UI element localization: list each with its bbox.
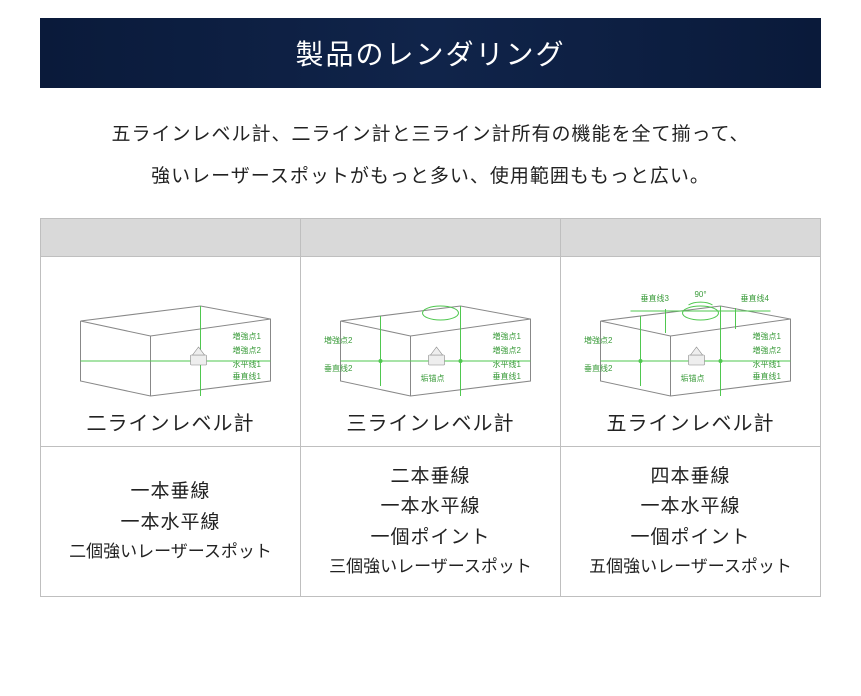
diagram-label: 垂直线4 xyxy=(741,293,770,303)
diagram-title-2line: 二ラインレベル計 xyxy=(41,407,300,436)
diagram-label: 増強点1 xyxy=(753,331,782,341)
spec-cell-5line: 四本垂線 一本水平線 一個ポイント 五個強いレーザースポット xyxy=(561,447,821,597)
spec-line: 一本垂線 xyxy=(130,477,210,507)
header-title: 製品のレンダリング xyxy=(295,33,565,73)
table-header-cell xyxy=(561,219,821,257)
diagram-label: 水平线1 xyxy=(233,359,262,369)
spec-line: 一本水平線 xyxy=(380,492,480,522)
diagram-cell-5line: 垂直线3 垂直线4 90° 増強点2 垂直线2 増強点1 増強点2 水平线1 垂… xyxy=(561,257,821,447)
comparison-table: 増強点1 増強点2 水平线1 垂直线1 二ラインレベル計 xyxy=(40,218,821,597)
spec-cell-2line: 一本垂線 一本水平線 二個強いレーザースポット xyxy=(41,447,301,597)
diagram-label: 垂直线2 xyxy=(324,363,353,373)
diagram-2line: 増強点1 増強点2 水平线1 垂直线1 xyxy=(45,261,296,411)
diagram-label: 増強点2 xyxy=(753,345,782,355)
table-header-cell xyxy=(41,219,301,257)
diagram-label: 増強点2 xyxy=(233,345,262,355)
diagram-label: 垂直线2 xyxy=(584,363,613,373)
spec-line: 一本水平線 xyxy=(120,508,220,538)
diagram-label: 垂直线1 xyxy=(233,371,262,381)
spec-line: 二個強いレーザースポット xyxy=(69,538,272,565)
diagram-label: 垂直线3 xyxy=(641,293,670,303)
diagram-label: 水平线1 xyxy=(753,359,782,369)
diagram-title-5line: 五ラインレベル計 xyxy=(561,407,820,436)
diagram-label: 増強点2 xyxy=(324,335,353,345)
header-banner: 製品のレンダリング xyxy=(40,18,821,88)
diagram-5line: 垂直线3 垂直线4 90° 増強点2 垂直线2 増強点1 増強点2 水平线1 垂… xyxy=(565,261,816,411)
spec-line: 三個強いレーザースポット xyxy=(329,553,532,580)
diagram-label: 垂直线1 xyxy=(753,371,782,381)
spec-cell-3line: 二本垂線 一本水平線 一個ポイント 三個強いレーザースポット xyxy=(301,447,561,597)
diagram-title-3line: 三ラインレベル計 xyxy=(301,407,560,436)
spec-line: 五個強いレーザースポット xyxy=(589,553,792,580)
diagram-label: 水平线1 xyxy=(493,359,522,369)
diagram-label-angle: 90° xyxy=(694,290,706,299)
diagram-label: 垢锚点 xyxy=(421,373,445,383)
diagram-label: 増強点1 xyxy=(493,331,522,341)
spec-line: 一本水平線 xyxy=(640,492,740,522)
diagram-cell-3line: 増強点2 垂直线2 増強点1 増強点2 水平线1 垂直线1 垢锚点 三ラインレベ… xyxy=(301,257,561,447)
subtitle-line1: 五ラインレベル計、二ライン計と三ライン計所有の機能を全て揃って、 xyxy=(40,114,821,156)
spec-line: 四本垂線 xyxy=(650,462,730,492)
diagram-label: 増強点1 xyxy=(233,331,262,341)
diagram-3line: 増強点2 垂直线2 増強点1 増強点2 水平线1 垂直线1 垢锚点 xyxy=(305,261,556,411)
diagram-label: 垂直线1 xyxy=(493,371,522,381)
spec-line: 一個ポイント xyxy=(630,523,750,553)
subtitle-block: 五ラインレベル計、二ライン計と三ライン計所有の機能を全て揃って、 強いレーザース… xyxy=(0,88,861,208)
diagram-cell-2line: 増強点1 増強点2 水平线1 垂直线1 二ラインレベル計 xyxy=(41,257,301,447)
diagram-label: 増強点2 xyxy=(584,335,613,345)
spec-line: 二本垂線 xyxy=(390,462,470,492)
spec-line: 一個ポイント xyxy=(370,523,490,553)
table-header-cell xyxy=(301,219,561,257)
subtitle-line2: 強いレーザースポットがもっと多い、使用範囲ももっと広い。 xyxy=(40,156,821,198)
diagram-label: 垢锚点 xyxy=(681,373,705,383)
diagram-label: 増強点2 xyxy=(493,345,522,355)
